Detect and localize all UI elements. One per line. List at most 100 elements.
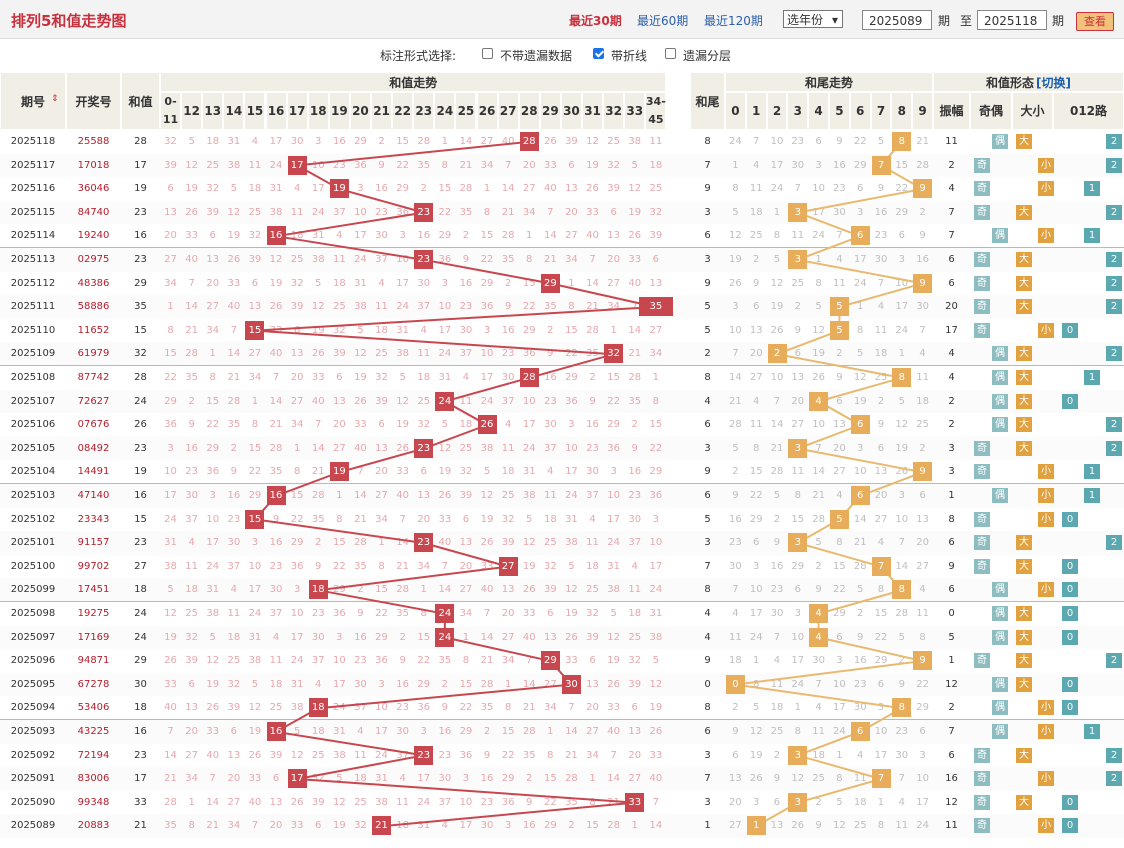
sum-miss-cell: 11 [375, 301, 388, 313]
sum-miss-cell: 8 [547, 749, 554, 761]
option-checkbox-line[interactable] [593, 48, 604, 59]
from-issue-input[interactable]: 2025089 [862, 10, 932, 30]
sum-miss-cell: 7 [610, 749, 617, 761]
sum-miss-cell: 9 [272, 513, 280, 525]
year-select[interactable]: 选年份 ▾ [783, 10, 843, 28]
sum-miss-cell: 37 [185, 513, 198, 525]
option-label-line[interactable]: 带折线 [611, 49, 648, 63]
sort-icon[interactable]: ⇕ [51, 94, 59, 104]
period-link-30[interactable]: 最近30期 [569, 14, 622, 28]
issue-cell: 2025102 [10, 513, 56, 525]
sum-miss-cell: 13 [164, 206, 177, 218]
header-sum: 和值 [121, 72, 160, 130]
sum-miss-cell: 34 [417, 560, 431, 572]
route-tag: 1 [1084, 724, 1100, 739]
sum-miss-cell: 4 [547, 466, 554, 478]
tail-cell: 7 [704, 560, 711, 572]
sum-miss-cell: 21 [501, 206, 515, 218]
sum-miss-cell: 20 [375, 466, 388, 478]
tail-miss-cell: 29 [749, 513, 763, 525]
sum-miss-cell: 28 [311, 490, 325, 501]
sum-miss-cell: 34 [206, 324, 220, 336]
issue-cell: 2025093 [10, 726, 56, 737]
sum-miss-cell: 25 [607, 136, 620, 147]
sum-miss-cell: 9 [631, 442, 638, 454]
period-link-120[interactable]: 最近120期 [704, 14, 763, 28]
sum-ball: 29 [540, 273, 560, 293]
sum-miss-cell: 9 [399, 655, 406, 667]
sum-miss-cell: 12 [248, 702, 262, 714]
number-cell: 91157 [77, 537, 110, 549]
route-tag: 0 [1062, 322, 1078, 338]
period-link-60[interactable]: 最近60期 [637, 14, 689, 28]
issue-cell: 2025103 [10, 490, 56, 501]
tail-cell: 3 [704, 442, 711, 454]
option-label-layer[interactable]: 遗漏分层 [683, 49, 732, 63]
route-tag: 2 [1106, 440, 1122, 456]
big-small-tag: 小 [1038, 322, 1054, 338]
sum-miss-cell: 10 [290, 608, 304, 619]
header-issue[interactable]: 期号 [0, 72, 66, 130]
sum-ball: 17 [287, 155, 307, 175]
sum-miss-cell: 12 [438, 442, 452, 454]
tail-miss-cell: 18 [916, 395, 929, 407]
tail-miss-cell: 4 [753, 159, 760, 171]
odd-even-tag: 奇 [974, 252, 990, 267]
sum-miss-cell: 7 [251, 820, 259, 832]
sum-miss-cell: 2 [547, 324, 554, 336]
tail-miss-cell: 12 [853, 372, 867, 383]
option-label-no-miss[interactable]: 不带遗漏数据 [500, 49, 573, 63]
tail-miss-cell: 5 [857, 348, 864, 360]
tail-miss-cell: 17 [833, 702, 846, 714]
sum-miss-cell: 40 [311, 395, 325, 407]
sum-miss-cell: 36 [417, 702, 431, 714]
tail-miss-cell: 5 [836, 796, 843, 808]
sum-miss-cell: 36 [375, 655, 388, 667]
tail-cell: 0 [704, 678, 711, 690]
view-button[interactable]: 查看 [1076, 12, 1114, 31]
tail-miss-cell: 10 [749, 584, 763, 596]
sum-miss-cell: 29 [565, 372, 578, 383]
sum-miss-cell: 16 [438, 726, 452, 737]
sum-miss-cell: 35 [354, 560, 367, 572]
sum-miss-cell: 11 [417, 348, 431, 360]
tail-miss-cell: 11 [833, 277, 846, 289]
sum-miss-cell: 32 [185, 631, 198, 643]
sum-miss-cell: 31 [164, 537, 177, 549]
tail-miss-cell: 6 [877, 442, 885, 454]
sum-miss-cell: 25 [501, 490, 515, 501]
sum-miss-cell: 10 [354, 206, 367, 218]
option-checkbox-no-miss[interactable] [482, 48, 493, 59]
sum-col-header: 14 [223, 92, 245, 130]
tail-miss-cell: 27 [791, 419, 805, 431]
tail-miss-cell: 18 [749, 206, 763, 218]
odd-even-tag: 偶 [992, 393, 1008, 409]
sum-miss-cell: 19 [227, 230, 241, 242]
group-separator [0, 365, 1124, 366]
sum-miss-cell: 38 [565, 537, 578, 549]
sum-miss-cell: 23 [185, 466, 198, 478]
tail-miss-cell: 1 [732, 159, 739, 171]
group-separator [0, 601, 1124, 602]
sum-miss-cell: 22 [248, 466, 262, 478]
amplitude-cell: 3 [948, 442, 955, 454]
option-checkbox-layer[interactable] [665, 48, 676, 59]
tail-ball: 4 [809, 604, 829, 623]
to-issue-input[interactable]: 2025118 [977, 10, 1047, 30]
switch-link[interactable]: [切换] [1036, 75, 1071, 90]
sum-miss-cell: 33 [185, 230, 198, 242]
sum-miss-cell: 6 [610, 206, 617, 218]
tail-miss-cell: 9 [919, 230, 926, 242]
sum-miss-cell: 26 [649, 726, 663, 737]
tail-cell: 4 [704, 631, 711, 643]
sum-miss-cell: 40 [185, 254, 198, 265]
sum-miss-cell: 13 [375, 442, 388, 454]
tail-miss-cell: 14 [729, 372, 742, 383]
sum-col-header: 19 [328, 92, 350, 130]
tail-miss-cell: 28 [853, 560, 867, 572]
tail-miss-cell: 10 [874, 726, 888, 737]
sum-miss-cell: 35 [543, 301, 557, 313]
number-cell: 25588 [77, 136, 110, 147]
tail-miss-cell: 12 [770, 277, 784, 289]
sum-ball: 24 [435, 604, 455, 623]
